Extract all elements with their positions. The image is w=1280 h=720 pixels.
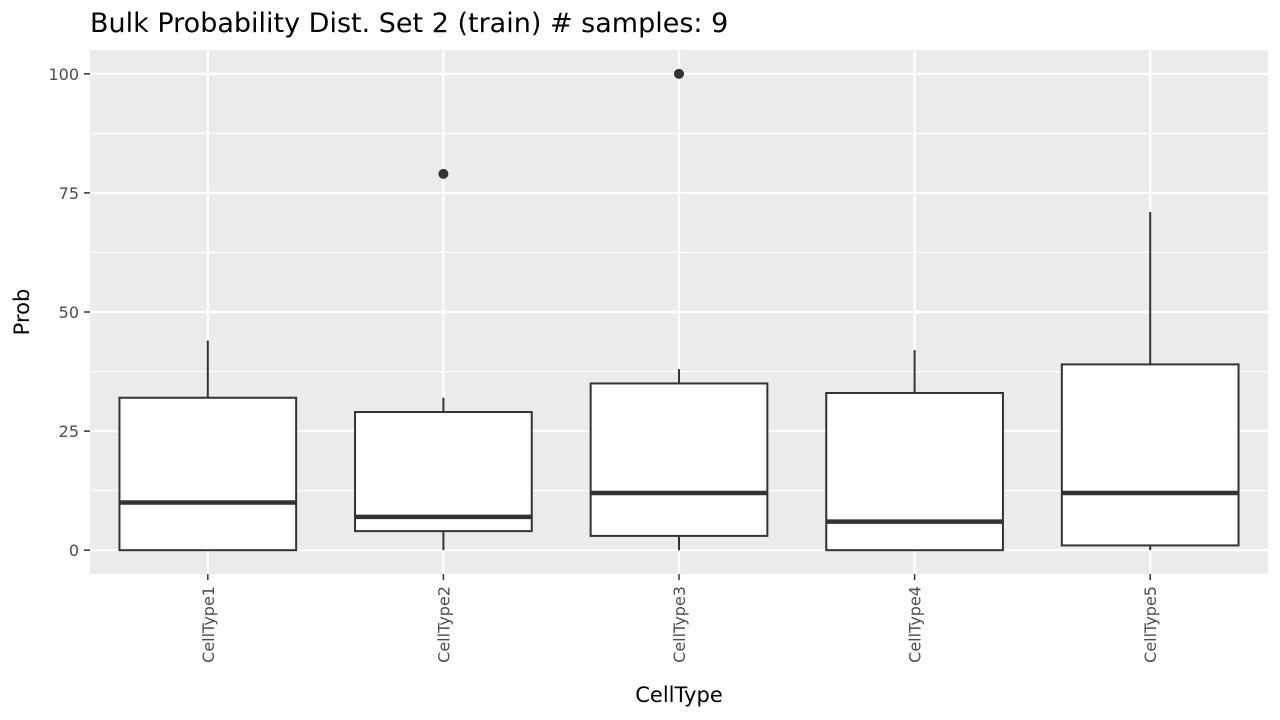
box-CellType2 [354, 168, 533, 551]
y-axis-title: Prob [10, 289, 34, 336]
x-tick-label: CellType1 [199, 586, 218, 663]
x-axis: CellType1 CellType2 CellType3 CellType4 Cell… [199, 574, 1160, 663]
box-series [118, 68, 1240, 552]
box-iqr [1060, 363, 1240, 547]
box-iqr [118, 396, 298, 552]
y-tick-label: 100 [48, 65, 79, 84]
outlier-point [438, 168, 449, 179]
x-tick-label: CellType4 [906, 586, 925, 663]
chart-title: Bulk Probability Dist. Set 2 (train) # s… [90, 8, 728, 39]
y-axis: 0 25 50 75 100 [48, 65, 90, 560]
y-tick-label: 75 [59, 184, 79, 203]
box-iqr [589, 382, 769, 537]
x-tick-label: CellType3 [670, 586, 689, 663]
y-tick-label: 0 [69, 541, 79, 560]
box-CellType1 [118, 340, 298, 552]
x-tick-label: CellType2 [434, 586, 453, 663]
outlier-point [674, 68, 684, 79]
x-axis-title: CellType [635, 683, 723, 707]
box-iqr [354, 411, 533, 533]
box-CellType3 [589, 68, 769, 551]
box-CellType5 [1060, 211, 1240, 551]
box-CellType4 [825, 350, 1004, 552]
y-tick-label: 25 [59, 422, 79, 441]
x-tick-label: CellType5 [1141, 586, 1160, 663]
box-iqr [825, 391, 1004, 552]
y-tick-label: 50 [59, 303, 79, 322]
